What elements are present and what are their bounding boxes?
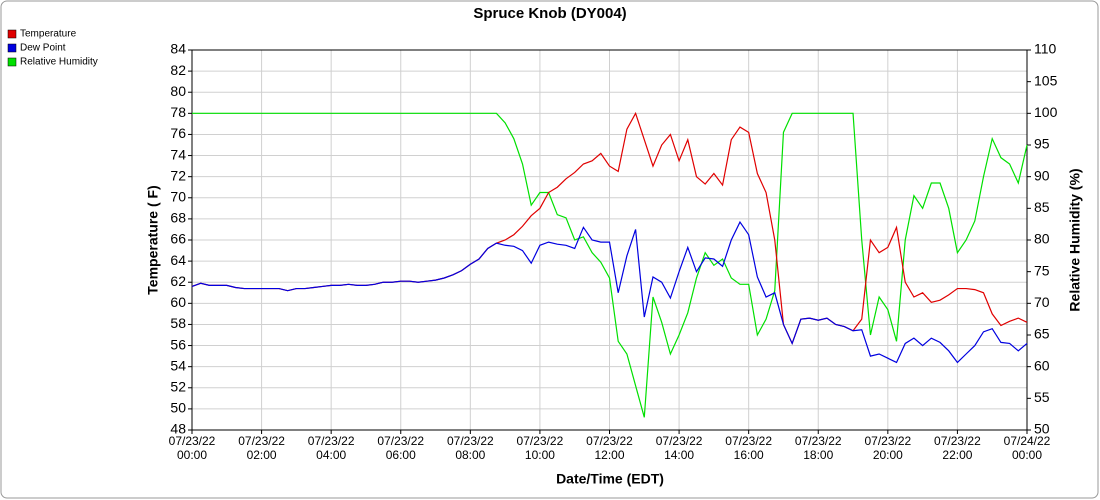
- x-tick-label: 07/23/22 10:00: [517, 434, 564, 462]
- y-tick-label: 74: [170, 146, 186, 162]
- chart-title: Spruce Knob (DY004): [473, 5, 626, 22]
- y-tick-label: 54: [170, 357, 186, 373]
- x-tick-label: 07/23/22 00:00: [169, 434, 216, 462]
- y-tick-label: 56: [170, 336, 186, 352]
- y-tick-label: 50: [170, 400, 186, 416]
- y2-tick-label: 85: [1034, 199, 1050, 215]
- y-tick-label: 62: [170, 273, 186, 289]
- legend-label: Temperature: [20, 29, 77, 40]
- x-tick-label: 07/23/22 08:00: [447, 434, 494, 462]
- y2-tick-label: 100: [1034, 104, 1058, 120]
- y-axis-title: Temperature ( F): [145, 185, 161, 294]
- x-tick-label: 07/23/22 06:00: [377, 434, 424, 462]
- y2-tick-label: 110: [1034, 41, 1057, 57]
- y2-tick-label: 55: [1034, 389, 1050, 405]
- y-tick-label: 58: [170, 315, 186, 331]
- y-tick-label: 78: [170, 104, 186, 120]
- y-tick-label: 76: [170, 125, 186, 141]
- legend-swatch: [7, 57, 17, 67]
- y-tick-label: 64: [170, 252, 186, 268]
- x-tick-label: 07/23/22 20:00: [864, 434, 911, 462]
- y-tick-label: 66: [170, 231, 186, 247]
- y2-tick-label: 90: [1034, 167, 1050, 183]
- y2-tick-label: 95: [1034, 136, 1050, 152]
- y-tick-label: 60: [170, 294, 186, 310]
- x-tick-label: 07/23/22 04:00: [308, 434, 355, 462]
- y-tick-label: 68: [170, 210, 186, 226]
- y2-tick-label: 65: [1034, 326, 1050, 342]
- y-tick-label: 52: [170, 378, 186, 394]
- line-series: [192, 112, 1028, 418]
- y2-axis-title: Relative Humidity (%): [1067, 168, 1083, 311]
- y-tick-label: 80: [170, 83, 186, 99]
- x-tick-label: 07/23/22 12:00: [586, 434, 633, 462]
- x-tick-label: 07/23/22 02:00: [238, 434, 285, 462]
- y-tick-label: 84: [170, 41, 186, 57]
- grid: [191, 49, 1028, 431]
- x-tick-label: 07/24/22 00:00: [1004, 434, 1051, 462]
- line-series: [191, 220, 1028, 364]
- y2-tick-label: 105: [1034, 72, 1058, 88]
- legend-label: Relative Humidity: [20, 57, 98, 68]
- plot-border: [191, 49, 1028, 431]
- y-tick-label: 70: [170, 188, 186, 204]
- legend-swatch: [7, 43, 17, 53]
- y2-tick-label: 70: [1034, 294, 1050, 310]
- x-tick-label: 07/23/22 22:00: [934, 434, 981, 462]
- x-tick-label: 07/23/22 14:00: [656, 434, 703, 462]
- legend-label: Dew Point: [20, 43, 66, 54]
- y-tick-label: 48: [170, 421, 186, 437]
- y2-tick-label: 75: [1034, 262, 1050, 278]
- y2-tick-label: 50: [1034, 421, 1050, 437]
- y2-tick-label: 80: [1034, 231, 1050, 247]
- y-tick-label: 82: [170, 62, 186, 78]
- legend-swatch: [7, 29, 17, 39]
- x-tick-label: 07/23/22 16:00: [725, 434, 772, 462]
- x-axis-title: Date/Time (EDT): [556, 471, 664, 487]
- y-tick-label: 72: [170, 167, 186, 183]
- x-tick-label: 07/23/22 18:00: [795, 434, 842, 462]
- y2-tick-label: 60: [1034, 357, 1050, 373]
